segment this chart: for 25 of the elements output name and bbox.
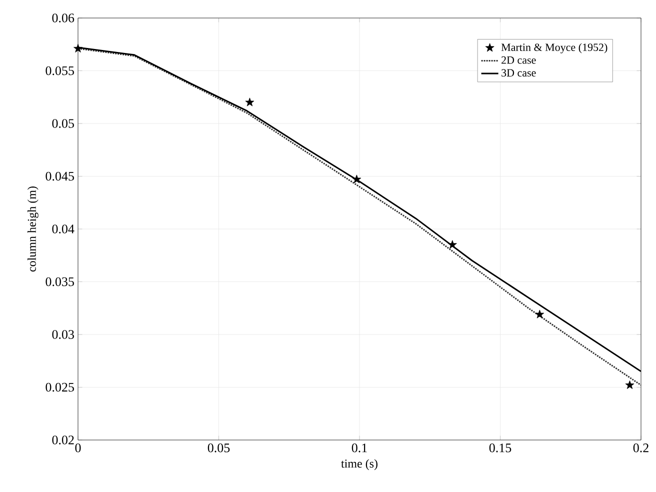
point: [245, 98, 254, 106]
y-axis-title: column heigh (m): [27, 186, 38, 272]
point: [625, 380, 634, 389]
point: [74, 44, 82, 52]
legend-label: Martin & Moyce (1952): [501, 43, 608, 54]
point: [535, 310, 544, 318]
x-tick-label: 0: [75, 444, 81, 452]
x-tick-label: 0.15: [489, 444, 512, 452]
legend-label: 2D case: [502, 56, 536, 64]
point: [448, 240, 457, 249]
y-tick-label: 0.04: [52, 224, 74, 234]
y-tick-label: 0.055: [46, 66, 74, 76]
x-axis-title: time (s): [341, 459, 378, 470]
y-tick-label: 0.045: [46, 172, 74, 181]
legend-label: 3D case: [502, 69, 536, 77]
x-tick-label: 0.2: [633, 444, 648, 452]
point: [352, 174, 362, 184]
x-tick-label: 0.1: [352, 444, 367, 452]
y-tick-label: 0.02: [52, 436, 74, 444]
y-tick-label: 0.025: [46, 382, 74, 392]
y-tick-label: 0.05: [52, 119, 74, 128]
x-tick-label: 0.05: [208, 444, 230, 452]
y-tick-label: 0.06: [52, 14, 74, 22]
y-tick-label: 0.03: [52, 330, 74, 339]
y-tick-label: 0.035: [46, 277, 74, 286]
